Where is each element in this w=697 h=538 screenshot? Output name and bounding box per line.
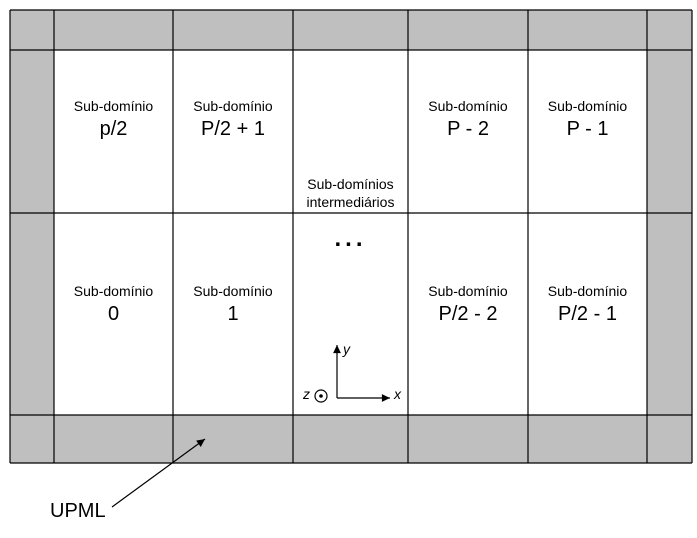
- upml-label: UPML: [50, 500, 106, 523]
- subdomain-title: Sub-domínio: [408, 283, 528, 299]
- subdomain-cell: Sub-domínio P/2 - 2: [408, 283, 528, 326]
- intermediate-line2: intermediários: [293, 193, 408, 211]
- subdomain-cell: Sub-domínio P - 1: [528, 98, 647, 141]
- subdomain-title: Sub-domínio: [528, 283, 647, 299]
- subdomain-title: Sub-domínio: [528, 98, 647, 114]
- subdomain-cell: Sub-domínio P/2 + 1: [173, 98, 293, 141]
- subdomain-cell: Sub-domínio P - 2: [408, 98, 528, 141]
- axis-label: x: [394, 386, 401, 402]
- subdomain-cell: Sub-domínio p/2: [54, 98, 173, 141]
- subdomain-index: P/2 + 1: [173, 118, 293, 141]
- intermediate-label: Sub-domíniosintermediários...: [293, 175, 408, 253]
- subdomain-title: Sub-domínio: [54, 98, 173, 114]
- subdomain-title: Sub-domínio: [408, 98, 528, 114]
- subdomain-cell: Sub-domínio P/2 - 1: [528, 283, 647, 326]
- subdomain-title: Sub-domínio: [173, 98, 293, 114]
- subdomain-index: 1: [173, 303, 293, 326]
- subdomain-index: P/2 - 1: [528, 303, 647, 326]
- subdomain-index: P - 1: [528, 118, 647, 141]
- subdomain-cell: Sub-domínio 1: [173, 283, 293, 326]
- diagram-canvas: UPML xyzSub-domíniop/2Sub-domínioP/2 + 1…: [0, 0, 697, 538]
- subdomain-index: P/2 - 2: [408, 303, 528, 326]
- subdomain-title: Sub-domínio: [54, 283, 173, 299]
- intermediate-line1: Sub-domínios: [293, 175, 408, 193]
- subdomain-index: 0: [54, 303, 173, 326]
- axis-label: y: [343, 341, 350, 357]
- subdomain-index: p/2: [54, 118, 173, 141]
- axis-label: z: [303, 386, 310, 402]
- subdomain-title: Sub-domínio: [173, 283, 293, 299]
- grid-and-arrows-svg: [0, 0, 697, 538]
- ellipsis: ...: [293, 225, 408, 253]
- subdomain-cell: Sub-domínio 0: [54, 283, 173, 326]
- subdomain-index: P - 2: [408, 118, 528, 141]
